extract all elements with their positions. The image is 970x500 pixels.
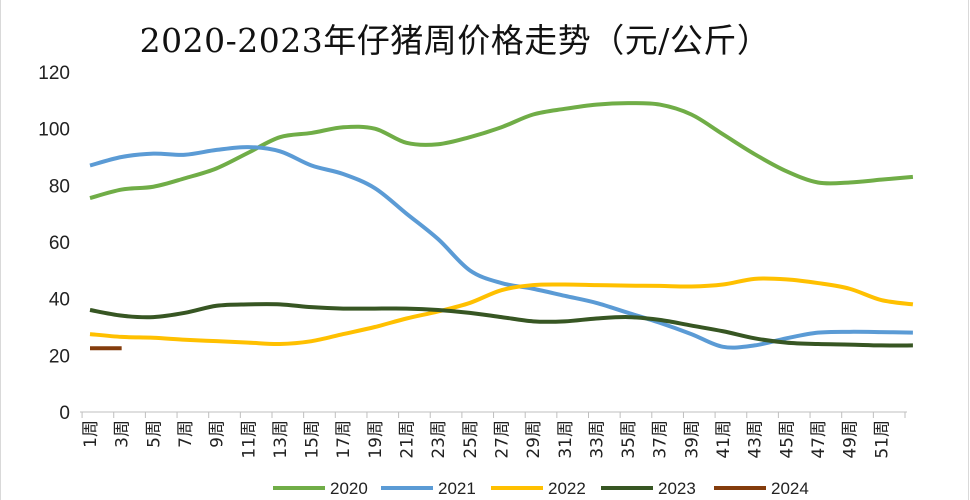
x-tick-label: 7周 xyxy=(176,420,196,448)
y-tick-label: 40 xyxy=(49,290,70,311)
legend-label-2024: 2024 xyxy=(771,479,809,498)
x-tick-label: 11周 xyxy=(239,420,259,459)
chart-title: 2020-2023年仔猪周价格走势（元/公斤） xyxy=(139,21,771,60)
series-line-2022 xyxy=(89,276,914,347)
legend-label-2023: 2023 xyxy=(658,479,696,498)
x-tick-label: 51周 xyxy=(872,420,892,459)
x-tick-label: 17周 xyxy=(334,420,354,459)
x-tick-label: 41周 xyxy=(714,420,734,459)
x-tick-label: 3周 xyxy=(113,420,133,448)
y-tick-label: 0 xyxy=(59,403,70,424)
y-tick-label: 100 xyxy=(38,120,70,141)
x-tick-label: 13周 xyxy=(271,420,291,459)
x-tick-label: 35周 xyxy=(619,420,639,459)
x-tick-label: 37周 xyxy=(651,420,671,459)
y-tick-label: 20 xyxy=(49,346,70,367)
x-tick-label: 31周 xyxy=(556,420,576,459)
x-axis-tick-labels: 1周 3周 5周 7周 9周 11周 13周 15周 17周 19周 21周 23周 25周 27周 29周… xyxy=(81,420,892,459)
x-tick-label: 23周 xyxy=(429,420,449,459)
x-tick-label: 27周 xyxy=(492,420,512,459)
x-tick-label: 1周 xyxy=(81,420,101,448)
x-axis-ticks xyxy=(81,412,906,418)
x-tick-label: 47周 xyxy=(809,420,829,459)
y-tick-label: 80 xyxy=(49,176,70,197)
x-tick-label: 19周 xyxy=(366,420,386,459)
series-line-2020 xyxy=(89,101,914,201)
legend-label-2022: 2022 xyxy=(548,479,586,498)
x-tick-label: 33周 xyxy=(587,420,607,459)
y-axis-tick-labels: 0 20 40 60 80 100 120 xyxy=(38,63,70,424)
x-tick-label: 29周 xyxy=(524,420,544,459)
legend-label-2021: 2021 xyxy=(438,479,476,498)
x-tick-label: 15周 xyxy=(303,420,323,459)
x-tick-label: 5周 xyxy=(144,420,164,448)
x-tick-label: 43周 xyxy=(746,420,766,459)
legend: 2020 2021 2022 2023 2024 xyxy=(273,479,809,498)
y-tick-label: 120 xyxy=(38,63,70,84)
series-lines xyxy=(89,101,914,351)
x-tick-label: 39周 xyxy=(682,420,702,459)
legend-label-2020: 2020 xyxy=(330,479,368,498)
x-tick-label: 49周 xyxy=(841,420,861,459)
y-tick-label: 60 xyxy=(49,233,70,254)
series-line-2023 xyxy=(89,302,913,348)
x-tick-label: 25周 xyxy=(461,420,481,459)
x-tick-label: 21周 xyxy=(398,420,418,459)
x-tick-label: 9周 xyxy=(208,420,228,448)
x-tick-label: 45周 xyxy=(777,420,797,459)
